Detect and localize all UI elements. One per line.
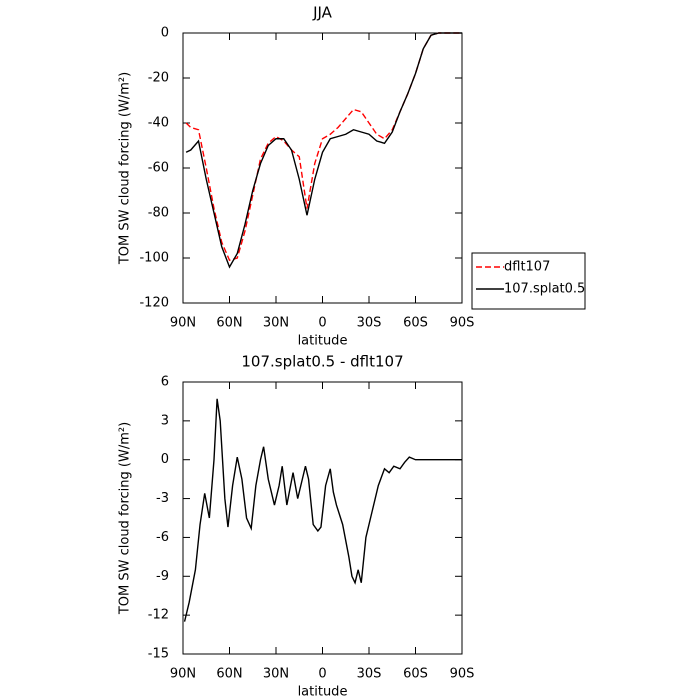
y-tick-label: 0	[161, 26, 169, 41]
y-tick-label: 0	[161, 452, 169, 467]
x-tick-label: 60N	[216, 667, 242, 682]
y-tick-label: -12	[148, 608, 169, 623]
y-tick-label: -9	[156, 569, 169, 584]
legend-label: dflt107	[504, 260, 550, 275]
y-tick-label: -6	[156, 530, 169, 545]
y-tick-label: 3	[161, 413, 169, 428]
legend-frame	[471, 252, 586, 310]
chart-title: JJA	[312, 4, 333, 22]
x-tick-label: 90N	[170, 667, 196, 682]
x-tick-label: 90N	[170, 316, 196, 331]
chart-title: 107.splat0.5 - dflt107	[241, 353, 403, 371]
data-line	[185, 32, 462, 262]
y-tick-label: -60	[148, 161, 169, 176]
y-tick-label: -100	[139, 251, 169, 266]
x-tick-label: 30S	[357, 316, 382, 331]
x-tick-label: 90S	[450, 316, 475, 331]
x-tick-label: 30S	[357, 667, 382, 682]
x-tick-label: 30N	[263, 667, 289, 682]
y-tick-label: -15	[148, 647, 169, 662]
x-tick-label: 30N	[263, 316, 289, 331]
x-tick-label: 60S	[403, 316, 428, 331]
x-tick-label: 90S	[450, 667, 475, 682]
y-tick-label: -120	[139, 296, 169, 311]
x-axis-label: latitude	[298, 685, 348, 700]
y-axis-label: TOM SW cloud forcing (W/m²)	[118, 422, 133, 615]
y-tick-label: 6	[161, 375, 169, 390]
data-line	[183, 398, 462, 622]
y-tick-label: -40	[148, 116, 169, 131]
y-axis-label: TOM SW cloud forcing (W/m²)	[118, 72, 133, 265]
x-tick-label: 0	[318, 667, 326, 682]
x-tick-label: 0	[318, 316, 326, 331]
x-tick-label: 60S	[403, 667, 428, 682]
plot-frame	[182, 32, 463, 304]
y-tick-label: -20	[148, 71, 169, 86]
data-line	[185, 32, 462, 269]
x-axis-label: latitude	[298, 334, 348, 349]
y-tick-label: -3	[156, 491, 169, 506]
y-tick-label: -80	[148, 206, 169, 221]
legend-label: 107.splat0.5	[504, 282, 585, 297]
x-tick-label: 60N	[216, 316, 242, 331]
